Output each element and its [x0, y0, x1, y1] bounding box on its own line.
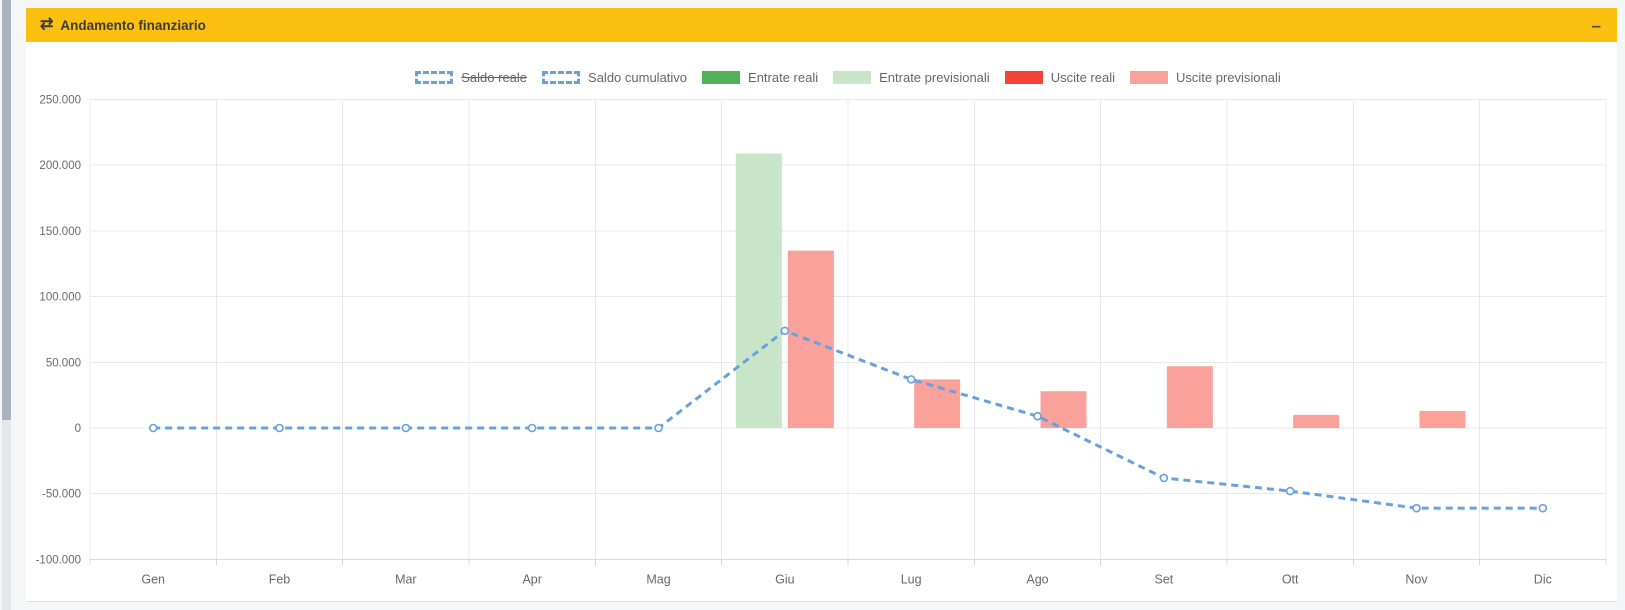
bar-uscite-previsionali-Set[interactable]	[1166, 366, 1213, 428]
line-saldo-cumulativo	[153, 329, 1543, 510]
point-saldo-cumulativo-Gen[interactable]	[148, 423, 158, 433]
legend-item-saldo-reale[interactable]: Saldo reale	[415, 70, 527, 85]
bars-uscite-previsionali	[787, 250, 1466, 428]
x-tick-label: Ago	[1026, 572, 1048, 586]
legend-swatch-saldo-cumulativo	[542, 71, 581, 84]
y-tick-label: 200.000	[39, 160, 81, 172]
y-tick-label: 0	[75, 423, 81, 435]
bar-entrate-previsionali-Giu[interactable]	[735, 153, 782, 428]
legend-label-saldo-cumulativo: Saldo cumulativo	[588, 70, 688, 85]
x-tick-label: Apr	[522, 572, 541, 586]
legend-swatch-entrate-previsionali	[833, 71, 872, 84]
andamento-finanziario-card: ⇄ Andamento finanziario – Saldo reale Sal…	[26, 8, 1617, 602]
legend-label-saldo-reale: Saldo reale	[461, 70, 528, 85]
y-tick-label: 150.000	[39, 226, 81, 238]
y-tick-label: -50.000	[42, 489, 81, 501]
point-saldo-cumulativo-Ago[interactable]	[1033, 411, 1042, 421]
y-tick-label: 100.000	[39, 292, 81, 304]
legend-swatch-uscite-reali	[1004, 71, 1043, 84]
legend-item-uscite-previsionali[interactable]: Uscite previsionali	[1129, 70, 1281, 85]
financial-chart: 250.000 200.000 150.000 100.000 50.000 0 -50.0…	[36, 95, 1607, 586]
chart-legend: Saldo reale Saldo cumulativo Entrate reali…	[90, 70, 1606, 85]
legend-label-entrate-previsionali: Entrate previsionali	[879, 70, 990, 85]
legend-swatch-uscite-previsionali	[1129, 71, 1168, 84]
x-tick-label: Mag	[646, 572, 670, 586]
bar-uscite-previsionali-Giu[interactable]	[787, 250, 834, 428]
point-saldo-cumulativo-Dic[interactable]	[1538, 503, 1548, 513]
x-tick-label: Mar	[395, 572, 417, 586]
point-saldo-cumulativo-Nov[interactable]	[1412, 503, 1421, 513]
y-tick-label: 250.000	[39, 95, 81, 107]
y-tick-label: 50.000	[46, 357, 81, 369]
bars-entrate-previsionali	[735, 153, 782, 428]
x-gridlines	[89, 99, 1607, 566]
x-tick-label: Set	[1154, 572, 1173, 586]
point-saldo-cumulativo-Ott[interactable]	[1285, 486, 1295, 496]
bar-uscite-previsionali-Ago[interactable]	[1040, 391, 1087, 428]
x-tick-label: Nov	[1405, 572, 1428, 586]
point-saldo-cumulativo-Apr[interactable]	[527, 423, 537, 433]
left-scrollbar-thumb[interactable]	[2, 0, 11, 420]
point-saldo-cumulativo-Mag[interactable]	[654, 423, 663, 433]
x-tick-label: Ott	[1282, 572, 1299, 586]
legend-item-uscite-reali[interactable]: Uscite reali	[1004, 70, 1115, 85]
point-saldo-cumulativo-Feb[interactable]	[275, 423, 284, 433]
legend-item-saldo-cumulativo[interactable]: Saldo cumulativo	[542, 70, 687, 85]
x-tick-label: Giu	[775, 572, 795, 586]
legend-label-entrate-reali: Entrate reali	[748, 70, 819, 85]
x-tick-label: Feb	[269, 572, 291, 586]
legend-label-uscite-reali: Uscite reali	[1050, 70, 1115, 85]
collapse-button[interactable]: –	[1591, 15, 1601, 35]
card-title: Andamento finanziario	[60, 17, 206, 33]
bar-uscite-previsionali-Nov[interactable]	[1419, 410, 1466, 428]
bar-uscite-previsionali-Lug[interactable]	[914, 379, 961, 428]
legend-item-entrate-reali[interactable]: Entrate reali	[702, 70, 818, 85]
legend-swatch-entrate-reali	[702, 71, 741, 84]
x-tick-label: Dic	[1534, 572, 1552, 586]
legend-label-uscite-previsionali: Uscite previsionali	[1175, 70, 1281, 85]
y-tick-label: -100.000	[36, 554, 81, 566]
exchange-icon: ⇄	[40, 16, 54, 33]
x-tick-label: Gen	[141, 572, 165, 586]
points-saldo-cumulativo	[148, 326, 1548, 513]
left-scrollbar-track[interactable]	[2, 0, 11, 610]
point-saldo-cumulativo-Giu[interactable]	[780, 326, 790, 336]
x-tick-labels: Gen Feb Mar Apr Mag Giu Lug Ago Set Ott Nov Dic	[141, 572, 1552, 586]
legend-swatch-saldo-reale	[415, 71, 454, 84]
x-tick-label: Lug	[901, 572, 922, 586]
legend-item-entrate-previsionali[interactable]: Entrate previsionali	[833, 70, 990, 85]
point-saldo-cumulativo-Lug[interactable]	[906, 375, 916, 384]
bar-uscite-previsionali-Ott[interactable]	[1293, 414, 1340, 428]
point-saldo-cumulativo-Mar[interactable]	[401, 423, 411, 433]
card-header: ⇄ Andamento finanziario –	[26, 8, 1617, 42]
point-saldo-cumulativo-Set[interactable]	[1159, 473, 1169, 483]
